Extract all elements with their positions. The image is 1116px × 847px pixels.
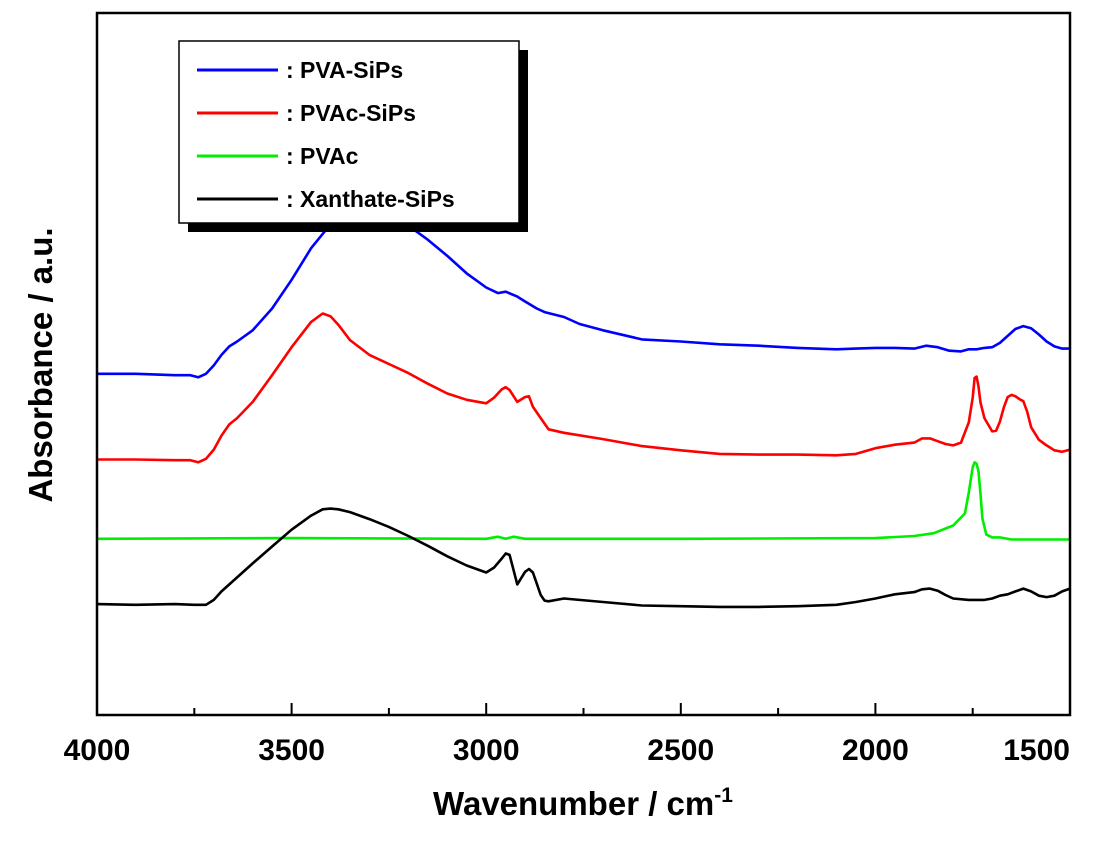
legend-label: : PVA-SiPs	[286, 57, 403, 83]
x-tick-label: 2500	[647, 734, 714, 767]
x-tick-label: 1500	[1003, 734, 1070, 767]
series-line-1	[97, 312, 1070, 464]
series-layer	[97, 210, 1070, 609]
x-tick-label: 4000	[64, 734, 131, 767]
x-tick-label: 3500	[258, 734, 325, 767]
x-axis-tick-labels: 4000 3500 3000 2500 2000 1500	[64, 734, 1070, 767]
legend-label: : PVAc	[286, 143, 359, 169]
x-tick-label: 2000	[842, 734, 909, 767]
series-line-3	[97, 507, 1070, 609]
series-line-2	[97, 461, 1070, 541]
legend-entries: : PVA-SiPs : PVAc-SiPs : PVAc : Xanthate-Si…	[197, 57, 455, 212]
legend-label: : Xanthate-SiPs	[286, 186, 455, 212]
x-tick-label: 3000	[453, 734, 520, 767]
series-line-0	[97, 210, 1070, 379]
legend: : PVA-SiPs : PVAc-SiPs : PVAc : Xanthate-Si…	[178, 40, 528, 232]
x-axis-ticks	[96, 703, 1071, 715]
y-axis-title: Absorbance / a.u.	[22, 227, 59, 502]
legend-label: : PVAc-SiPs	[286, 100, 416, 126]
x-axis-title: Wavenumber / cm-1	[433, 784, 733, 822]
